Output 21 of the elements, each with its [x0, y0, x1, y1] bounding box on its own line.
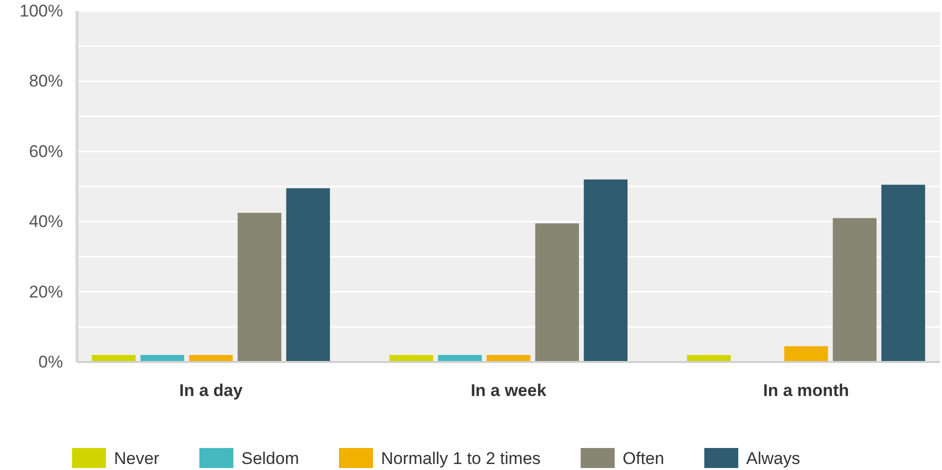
x-tick-label: In a month: [763, 381, 850, 400]
y-tick-label: 60%: [28, 142, 63, 161]
legend-label: Often: [622, 449, 664, 468]
bar: [881, 184, 926, 362]
bar: [832, 218, 877, 362]
x-tick-label: In a week: [470, 381, 547, 400]
y-tick-label: 20%: [28, 282, 63, 302]
y-tick-label: 80%: [28, 72, 63, 91]
y-tick-label: 100%: [20, 1, 63, 20]
y-tick-label: 0%: [38, 352, 63, 372]
bar: [238, 212, 282, 362]
bar: [784, 346, 828, 362]
legend-label: Seldom: [241, 449, 299, 468]
bar: [535, 223, 579, 362]
y-tick-label: 40%: [28, 212, 63, 232]
x-tick-label: In a day: [179, 381, 244, 400]
bar: [584, 179, 628, 362]
legend-label: Always: [746, 449, 800, 468]
legend-label: Never: [114, 449, 160, 468]
legend-label: Normally 1 to 2 times: [381, 449, 541, 468]
bar: [286, 188, 330, 362]
